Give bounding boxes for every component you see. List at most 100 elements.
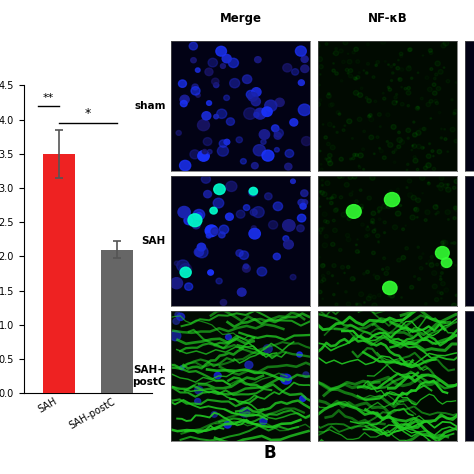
Circle shape: [319, 191, 321, 192]
Circle shape: [355, 200, 358, 203]
Circle shape: [371, 211, 376, 216]
Circle shape: [179, 80, 186, 87]
Circle shape: [446, 187, 451, 192]
Circle shape: [250, 209, 257, 216]
Circle shape: [198, 119, 210, 131]
Circle shape: [338, 113, 341, 115]
Circle shape: [390, 293, 394, 298]
Circle shape: [303, 372, 309, 377]
Circle shape: [262, 150, 274, 161]
Circle shape: [319, 206, 321, 208]
Circle shape: [189, 42, 198, 50]
Circle shape: [351, 137, 354, 139]
Circle shape: [345, 291, 347, 293]
Circle shape: [193, 210, 205, 220]
Circle shape: [421, 146, 424, 149]
Circle shape: [375, 275, 380, 280]
Circle shape: [171, 278, 182, 289]
Circle shape: [430, 255, 434, 258]
Circle shape: [176, 130, 181, 136]
Circle shape: [324, 136, 328, 139]
Circle shape: [291, 179, 295, 183]
Circle shape: [335, 208, 338, 211]
Circle shape: [399, 52, 403, 55]
Circle shape: [191, 87, 200, 95]
Circle shape: [204, 191, 211, 198]
Circle shape: [170, 331, 181, 341]
Circle shape: [196, 212, 202, 219]
Circle shape: [261, 139, 266, 145]
Circle shape: [335, 303, 338, 306]
Circle shape: [298, 214, 306, 222]
Circle shape: [195, 68, 200, 72]
Circle shape: [453, 186, 456, 190]
Circle shape: [243, 75, 252, 83]
Text: B: B: [264, 444, 276, 462]
Circle shape: [447, 183, 449, 185]
Circle shape: [378, 211, 380, 213]
Circle shape: [173, 318, 180, 324]
Circle shape: [383, 97, 386, 100]
Circle shape: [331, 275, 334, 277]
Circle shape: [447, 151, 449, 153]
Circle shape: [355, 154, 358, 156]
Circle shape: [321, 184, 323, 186]
Circle shape: [454, 179, 458, 183]
Circle shape: [358, 165, 360, 166]
Circle shape: [433, 155, 434, 157]
Circle shape: [252, 163, 258, 169]
Circle shape: [414, 208, 417, 211]
Circle shape: [327, 94, 331, 98]
Circle shape: [378, 241, 379, 242]
Circle shape: [396, 66, 400, 70]
Circle shape: [206, 234, 211, 238]
Circle shape: [410, 215, 415, 220]
Circle shape: [407, 104, 410, 107]
Circle shape: [408, 48, 412, 51]
Circle shape: [229, 79, 240, 88]
Circle shape: [357, 93, 363, 98]
Circle shape: [203, 137, 212, 146]
Circle shape: [195, 386, 203, 394]
Circle shape: [237, 210, 245, 218]
Circle shape: [446, 80, 450, 83]
Circle shape: [426, 163, 431, 168]
Circle shape: [413, 121, 415, 123]
Circle shape: [438, 70, 443, 74]
Circle shape: [432, 167, 436, 171]
Circle shape: [372, 229, 376, 233]
Circle shape: [345, 68, 349, 72]
Circle shape: [374, 228, 376, 230]
Circle shape: [347, 53, 349, 55]
Circle shape: [451, 242, 452, 244]
Circle shape: [283, 240, 293, 249]
Circle shape: [255, 57, 261, 63]
Circle shape: [346, 265, 350, 269]
Circle shape: [333, 63, 334, 64]
Text: SAH+
postC: SAH+ postC: [132, 365, 166, 387]
Circle shape: [422, 55, 424, 56]
Circle shape: [392, 72, 394, 74]
Circle shape: [264, 100, 277, 111]
Circle shape: [367, 115, 371, 118]
Circle shape: [416, 217, 418, 218]
Circle shape: [344, 182, 349, 187]
Circle shape: [254, 112, 259, 117]
Circle shape: [423, 147, 424, 148]
Circle shape: [325, 43, 328, 46]
Circle shape: [428, 49, 432, 52]
Circle shape: [412, 133, 417, 137]
Circle shape: [226, 213, 233, 220]
Circle shape: [371, 219, 374, 222]
Circle shape: [437, 149, 442, 154]
Circle shape: [220, 64, 226, 68]
Circle shape: [407, 163, 409, 165]
Circle shape: [377, 113, 382, 116]
Circle shape: [437, 211, 439, 214]
Circle shape: [211, 78, 219, 85]
Circle shape: [401, 297, 402, 298]
Circle shape: [322, 264, 325, 266]
Circle shape: [428, 143, 430, 145]
Circle shape: [316, 197, 319, 200]
Circle shape: [275, 98, 284, 107]
